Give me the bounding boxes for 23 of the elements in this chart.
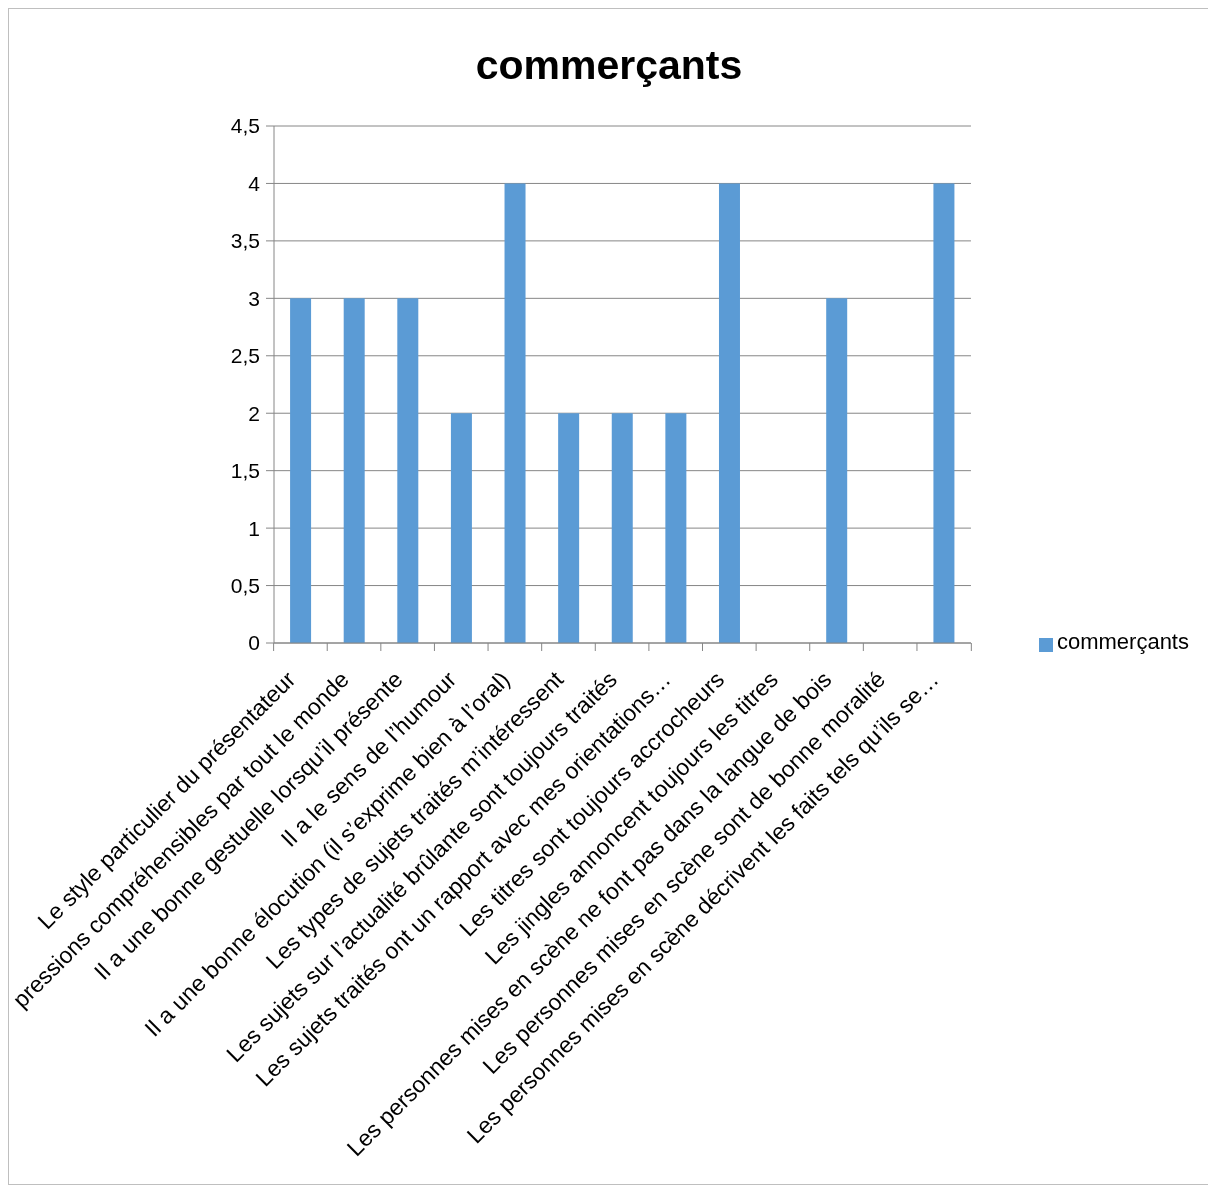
bar: [343, 298, 365, 643]
y-tick-label: 1: [248, 516, 260, 540]
y-tick-label: 0,5: [230, 574, 260, 598]
bar: [290, 298, 312, 643]
legend-label: commerçants: [1056, 629, 1189, 654]
bar: [665, 413, 687, 643]
y-tick-label: 0: [248, 631, 260, 655]
y-tick-label: 3,5: [230, 229, 260, 253]
bar: [826, 298, 848, 643]
bar: [558, 413, 580, 643]
y-tick-label: 2: [248, 401, 260, 425]
y-tick-label: 4: [248, 171, 261, 195]
bar: [397, 298, 419, 643]
bar: [611, 413, 633, 643]
bar: [504, 183, 526, 643]
bar: [450, 413, 472, 643]
y-tick-label: 2,5: [230, 344, 260, 368]
y-tick-label: 1,5: [230, 459, 260, 483]
bar: [933, 183, 955, 643]
y-tick-label: 3: [248, 286, 260, 310]
chart-title: commerçants: [474, 42, 744, 89]
bar: [718, 183, 740, 643]
y-tick-label: 4,5: [230, 114, 260, 138]
